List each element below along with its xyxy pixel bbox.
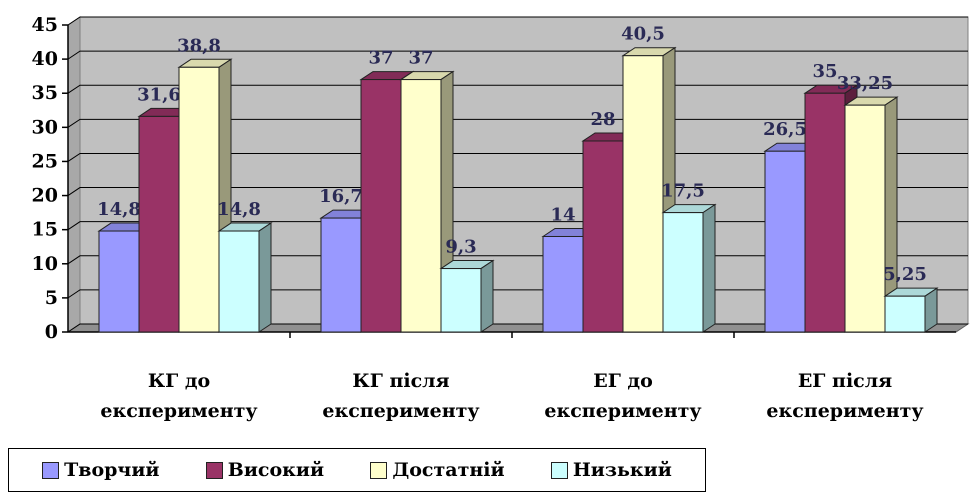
y-tick-label: 15 [32, 219, 58, 241]
category-label: ЕГ після [798, 370, 892, 392]
legend-label: Високий [227, 459, 325, 481]
category-label: експерименту [322, 400, 479, 422]
legend-item: Низький [550, 459, 672, 481]
category-label: ЕГ до [593, 370, 653, 392]
legend-label: Низький [572, 459, 672, 481]
bar [98, 230, 140, 333]
data-label: 16,7 [319, 186, 363, 207]
data-label: 5,25 [883, 264, 927, 285]
legend-label: Творчий [64, 459, 160, 481]
bar [844, 104, 886, 333]
data-label: 26,5 [763, 119, 807, 140]
y-tick-label: 5 [45, 287, 58, 309]
bar-side [258, 222, 272, 333]
data-label: 40,5 [621, 24, 665, 45]
bar [884, 295, 926, 333]
bar [764, 150, 806, 333]
y-tick-label: 20 [32, 185, 58, 207]
bar [804, 92, 846, 333]
data-label: 38,8 [177, 35, 221, 56]
y-tick-label: 10 [32, 253, 58, 275]
y-tick-label: 30 [32, 116, 58, 138]
bar [542, 235, 584, 333]
bar [178, 66, 220, 333]
data-label: 37 [408, 48, 433, 69]
data-label: 14,8 [217, 199, 261, 220]
y-tick-label: 35 [32, 82, 58, 104]
plot-side-wall [67, 16, 81, 333]
legend-swatch [370, 461, 388, 479]
data-label: 35 [812, 61, 837, 82]
category-label: експерименту [766, 400, 923, 422]
y-tick-label: 25 [32, 150, 58, 172]
data-label: 33,25 [837, 73, 893, 94]
bar [622, 55, 664, 333]
legend-swatch [550, 461, 568, 479]
data-label: 17,5 [661, 181, 705, 202]
bar [582, 140, 624, 333]
bar-side [702, 203, 716, 333]
data-label: 14,8 [97, 199, 141, 220]
data-label: 9,3 [445, 237, 476, 258]
bar [218, 230, 260, 333]
bar [320, 217, 362, 333]
legend-swatch [205, 461, 223, 479]
category-label: експерименту [100, 400, 257, 422]
data-label: 31,6 [137, 84, 181, 105]
bar [662, 212, 704, 333]
bar [360, 79, 402, 333]
bar-side [924, 287, 938, 333]
bar [440, 268, 482, 333]
legend: Творчий Високий Достатній Низький [8, 448, 706, 492]
bar-chart: 0 5 10 15 20 25 30 35 40 45 14,8 31,6 38,8 14,8 КГ до е… [32, 14, 970, 422]
legend-item: Творчий [42, 459, 160, 481]
category-label: КГ до [148, 370, 210, 392]
bar [138, 115, 180, 333]
legend-label: Достатній [392, 459, 505, 481]
gridline [67, 16, 968, 26]
bar-side [480, 259, 494, 333]
category-label: КГ після [352, 370, 449, 392]
legend-swatch [42, 461, 60, 479]
data-label: 14 [550, 204, 575, 225]
category-label: експерименту [544, 400, 701, 422]
data-label: 28 [590, 109, 615, 130]
bar [400, 79, 442, 333]
y-tick-label: 0 [45, 321, 58, 343]
y-tick-label: 45 [32, 14, 58, 36]
legend-item: Достатній [370, 459, 505, 481]
legend-item: Високий [205, 459, 325, 481]
data-label: 37 [368, 48, 393, 69]
y-tick-label: 40 [32, 48, 58, 70]
